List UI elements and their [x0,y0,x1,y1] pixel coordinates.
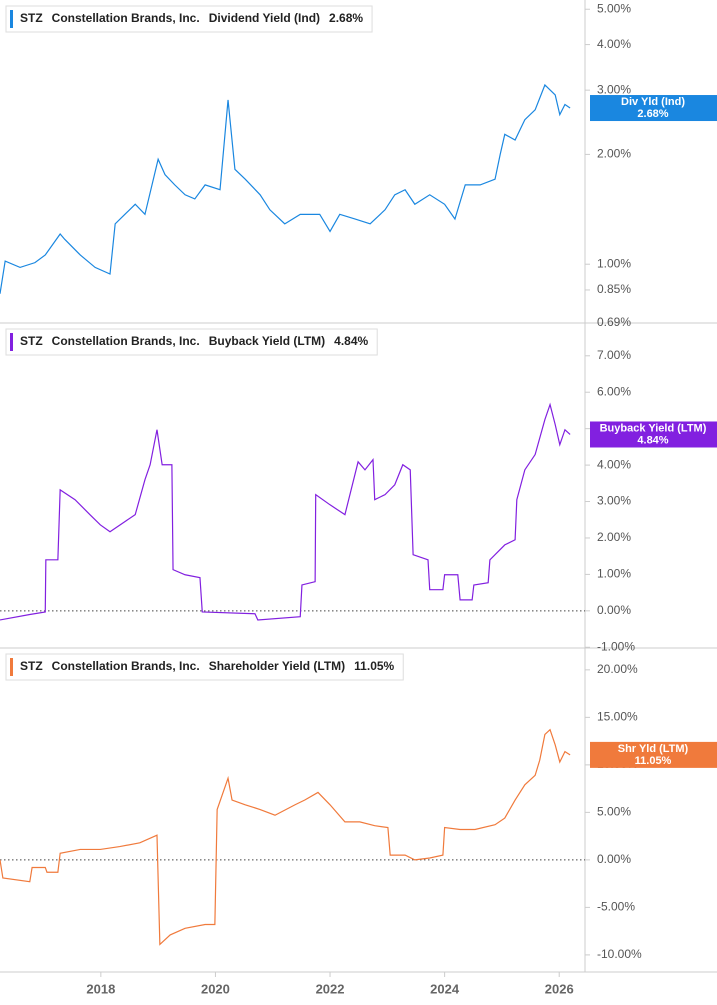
value-tag [590,741,717,768]
x-tick-label: 2022 [316,981,345,996]
y-tick-label: 4.00% [597,37,631,51]
y-tick-label: 3.00% [597,494,631,508]
value-tag [590,95,717,122]
header-text: Constellation Brands, Inc. [52,11,200,25]
header-text: 2.68% [329,11,363,25]
series-line [0,728,571,946]
y-tick-label: 0.69% [597,315,631,329]
header-swatch [10,658,13,676]
header-text: Constellation Brands, Inc. [52,659,200,673]
tag-label: Shr Yld (LTM) [618,743,689,755]
y-tick-label: 1.00% [597,567,631,581]
x-tick-label: 2026 [545,981,574,996]
y-tick-label: -5.00% [597,900,635,914]
header-text: Buyback Yield (LTM) [209,334,325,348]
y-tick-label: -10.00% [597,947,642,961]
series-line [0,402,571,621]
header: STZ Constellation Brands, Inc. Dividend Yi… [5,5,373,33]
value-tag [590,421,717,448]
header-box [5,328,378,356]
y-tick-label: 0.00% [597,852,631,866]
header-box [5,5,373,33]
y-tick-label: 2.00% [597,147,631,161]
y-tick-label: 0.85% [597,282,631,296]
header-swatch [10,10,13,28]
y-tick-label: 1.00% [597,256,631,270]
y-tick-label: 4.00% [597,457,631,471]
header-box [5,653,404,681]
y-tick-label: -1.00% [597,639,635,653]
header: STZ Constellation Brands, Inc. Shareholder… [5,653,404,681]
header-text: 4.84% [334,334,368,348]
tag-value: 2.68% [637,108,668,120]
y-tick-label: 20.00% [597,662,638,676]
header-text: STZ [20,334,43,348]
y-tick-label: 7.00% [597,348,631,362]
tag-value: 11.05% [635,755,672,767]
y-tick-label: 3.00% [597,82,631,96]
tag-label: Div Yld (Ind) [621,96,685,108]
tag-value: 4.84% [637,434,668,446]
y-tick-label: 5.00% [597,805,631,819]
y-tick-label: 15.00% [597,710,638,724]
header-text: Shareholder Yield (LTM) [209,659,345,673]
x-tick-label: 2018 [86,981,115,996]
header-text: Constellation Brands, Inc. [52,334,200,348]
header-text: Dividend Yield (Ind) [209,11,320,25]
header-swatch [10,333,13,351]
y-tick-label: 5.00% [597,1,631,15]
header-text: 11.05% [354,659,394,673]
y-tick-label: 6.00% [597,384,631,398]
x-tick-label: 2020 [201,981,230,996]
header-text: STZ [20,11,43,25]
header: STZ Constellation Brands, Inc. Buyback Yie… [5,328,378,356]
y-tick-label: 2.00% [597,530,631,544]
header-text: STZ [20,659,43,673]
x-tick-label: 2024 [430,981,460,996]
tag-label: Buyback Yield (LTM) [600,422,707,434]
series-line [0,83,571,294]
y-tick-label: 0.00% [597,603,631,617]
